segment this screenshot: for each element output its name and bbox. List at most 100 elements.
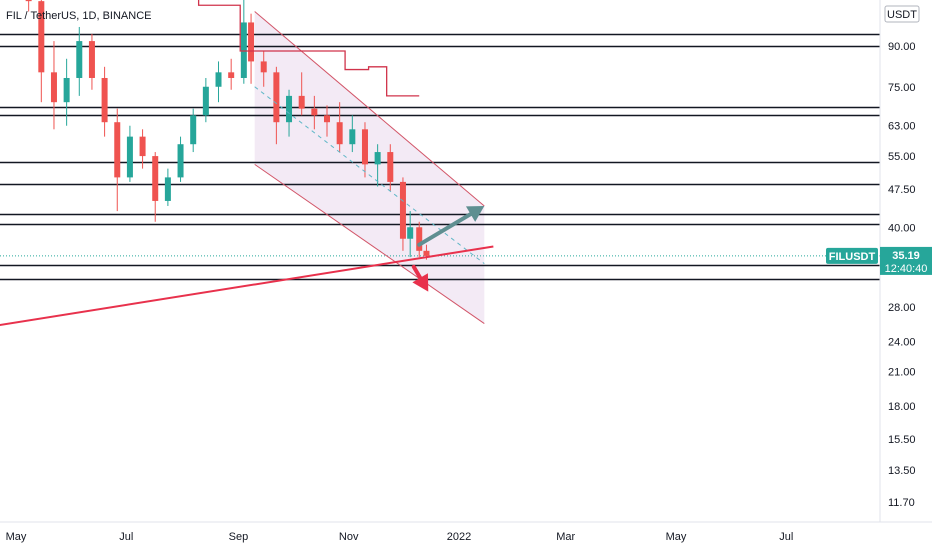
candle-body — [298, 95, 305, 109]
candle-body — [349, 129, 356, 145]
time-axis[interactable]: May Jul Sep Nov 2022 Mar May Jul — [6, 531, 794, 543]
candle-body — [101, 77, 108, 123]
candle — [336, 102, 343, 153]
arrow-down-shaft — [411, 264, 423, 280]
chart-title: FIL / TetherUS, 1D, BINANCE — [6, 10, 152, 22]
candle-body — [416, 227, 423, 251]
candle-body — [38, 1, 45, 73]
time-axis-label: Sep — [229, 531, 249, 543]
candle-body — [164, 177, 171, 201]
indicator-step-line — [197, 0, 420, 97]
candle-body — [407, 227, 414, 239]
candle — [248, 13, 255, 84]
price-tag: FILUSDT 35.19 12:40:40 — [826, 246, 932, 275]
candle — [50, 41, 57, 130]
candle — [324, 105, 331, 137]
candle-body — [273, 72, 280, 123]
candle-body — [374, 152, 381, 165]
candle — [228, 58, 235, 90]
candle-body — [286, 95, 293, 123]
candle — [260, 51, 267, 87]
price-axis-label: 55.00 — [888, 151, 916, 163]
candle-body — [126, 136, 133, 178]
horizontal-levels-layer — [0, 33, 880, 281]
candle-body — [190, 115, 197, 145]
currency-badge[interactable]: USDT — [884, 5, 920, 23]
candle — [63, 58, 70, 126]
candle — [361, 122, 368, 178]
price-axis-label: 21.00 — [888, 366, 916, 378]
candle-body — [76, 41, 83, 78]
candle — [273, 66, 280, 145]
candle-body — [336, 122, 343, 145]
candle — [349, 115, 356, 153]
time-axis-label: Mar — [556, 531, 575, 543]
price-axis-label: 47.50 — [888, 184, 916, 196]
drawings-layer — [0, 11, 494, 326]
candles-layer — [25, 0, 430, 260]
candle-body — [114, 122, 121, 178]
candle — [126, 125, 133, 182]
candle — [240, 0, 247, 84]
candle — [101, 66, 108, 137]
indicator-layer — [197, 0, 420, 97]
time-axis-label: May — [6, 531, 27, 543]
price-axis-label: 15.50 — [888, 434, 916, 446]
price-axis-label: 40.00 — [888, 222, 916, 234]
candle-body — [399, 181, 406, 239]
price-axis-label: 75.00 — [888, 82, 916, 94]
candle — [164, 168, 171, 206]
arrow-down-head — [412, 273, 429, 292]
candle — [399, 177, 406, 251]
candle — [25, 0, 32, 12]
price-axis[interactable]: 90.00 75.00 63.00 55.00 47.50 40.00 28.00 24.00… — [888, 41, 916, 509]
candle — [298, 72, 305, 116]
candle — [374, 144, 381, 187]
candle — [215, 61, 222, 103]
candle-body — [248, 22, 255, 62]
candle — [202, 77, 209, 123]
candle-body — [324, 115, 331, 123]
candle-body — [25, 0, 32, 2]
time-axis-label: 2022 — [447, 531, 471, 543]
price-axis-label: 63.00 — [888, 121, 916, 133]
candle-body — [50, 72, 57, 103]
candle-body — [152, 156, 159, 201]
candle-body — [177, 144, 184, 178]
candle — [76, 26, 83, 96]
candle — [311, 95, 318, 130]
time-axis-label: Jul — [119, 531, 133, 543]
candle-body — [311, 108, 318, 116]
channel-upper-line — [254, 11, 485, 207]
channel-lower-line — [254, 163, 485, 324]
candle-body — [387, 152, 394, 182]
price-axis-label: 13.50 — [888, 465, 916, 477]
symbol-tag: FILUSDT — [829, 251, 876, 263]
price-axis-label: 24.00 — [888, 336, 916, 348]
candle — [407, 211, 414, 258]
time-axis-label: Nov — [339, 531, 359, 543]
candle — [190, 108, 197, 153]
candle-body — [228, 72, 235, 78]
candle — [152, 152, 159, 222]
time-axis-label: Jul — [779, 531, 793, 543]
candle-body — [240, 22, 247, 78]
currency-badge-box — [884, 5, 920, 23]
candle — [139, 129, 146, 169]
candle — [416, 221, 423, 258]
candle-body — [63, 77, 70, 103]
currency-badge-label: USDT — [887, 9, 917, 21]
candle-body — [202, 86, 209, 116]
price-tag-bg — [880, 246, 932, 275]
candle — [177, 136, 184, 182]
candle-body — [361, 129, 368, 165]
support-trendline — [0, 245, 494, 326]
time-axis-label: May — [666, 531, 687, 543]
candle — [88, 33, 95, 90]
arrow-up-shaft — [417, 212, 473, 247]
candle — [114, 108, 121, 212]
price-tag-countdown: 12:40:40 — [885, 263, 928, 275]
candle-body — [260, 61, 267, 73]
